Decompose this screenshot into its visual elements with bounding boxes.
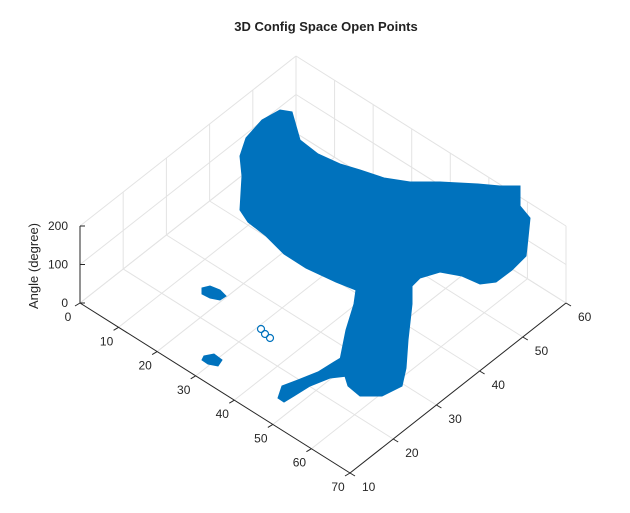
y-tick-label: 10: [362, 480, 376, 494]
y-tick-mark: [436, 404, 442, 409]
x-tick-label: 20: [138, 359, 152, 373]
cluster-a: [201, 285, 227, 301]
x-tick-label: 40: [216, 407, 230, 421]
x-tick-label: 70: [331, 480, 345, 494]
x-tick-mark: [267, 423, 274, 428]
z-tick-label: 100: [48, 258, 68, 272]
y-tick-mark: [479, 370, 485, 375]
y-tick-mark: [349, 472, 356, 477]
y-tick-label: 30: [448, 412, 462, 426]
grid-line: [122, 268, 394, 440]
grid-line: [209, 200, 480, 372]
grid-line: [311, 278, 528, 450]
x-tick-mark: [306, 448, 312, 453]
point: [265, 333, 275, 343]
tick-labels: 0 10 20 30 40 50 60 70 10 20 30 40 50 60 0 100 200: [48, 219, 592, 494]
upper-region: [239, 109, 531, 397]
x-tick-mark: [229, 399, 235, 404]
y-axis-line: [349, 302, 567, 474]
chart-title: 3D Config Space Open Points: [234, 19, 417, 34]
axes: [74, 225, 572, 477]
z-axis-label: Angle (degree): [26, 223, 41, 309]
y-tick-label: 20: [405, 446, 419, 460]
x-tick-mark: [151, 351, 158, 356]
scatter-points: [201, 109, 531, 403]
point: [256, 324, 266, 334]
x-tick-label: 0: [65, 310, 72, 324]
point: [260, 329, 270, 339]
x-tick-label: 30: [177, 383, 191, 397]
x-axis-line: [79, 302, 351, 474]
grid-line: [79, 55, 297, 227]
y-tick-label: 40: [492, 378, 506, 392]
x-tick-label: 10: [100, 334, 114, 348]
y-tick-mark: [522, 336, 529, 341]
x-tick-mark: [344, 472, 351, 477]
z-tick-label: 200: [48, 219, 68, 233]
y-tick-label: 60: [578, 310, 592, 324]
y-tick-label: 50: [535, 344, 549, 358]
cluster-b: [201, 353, 223, 367]
y-tick-mark: [565, 302, 572, 307]
lower-tail: [277, 355, 349, 403]
x-tick-label: 60: [293, 456, 307, 470]
grid-line: [295, 55, 567, 227]
z-tick-label: 0: [61, 296, 68, 310]
x-tick-mark: [74, 302, 81, 307]
y-tick-mark: [392, 438, 399, 443]
x-tick-mark: [190, 375, 196, 380]
x-tick-label: 50: [254, 431, 268, 445]
x-tick-mark: [113, 326, 119, 331]
